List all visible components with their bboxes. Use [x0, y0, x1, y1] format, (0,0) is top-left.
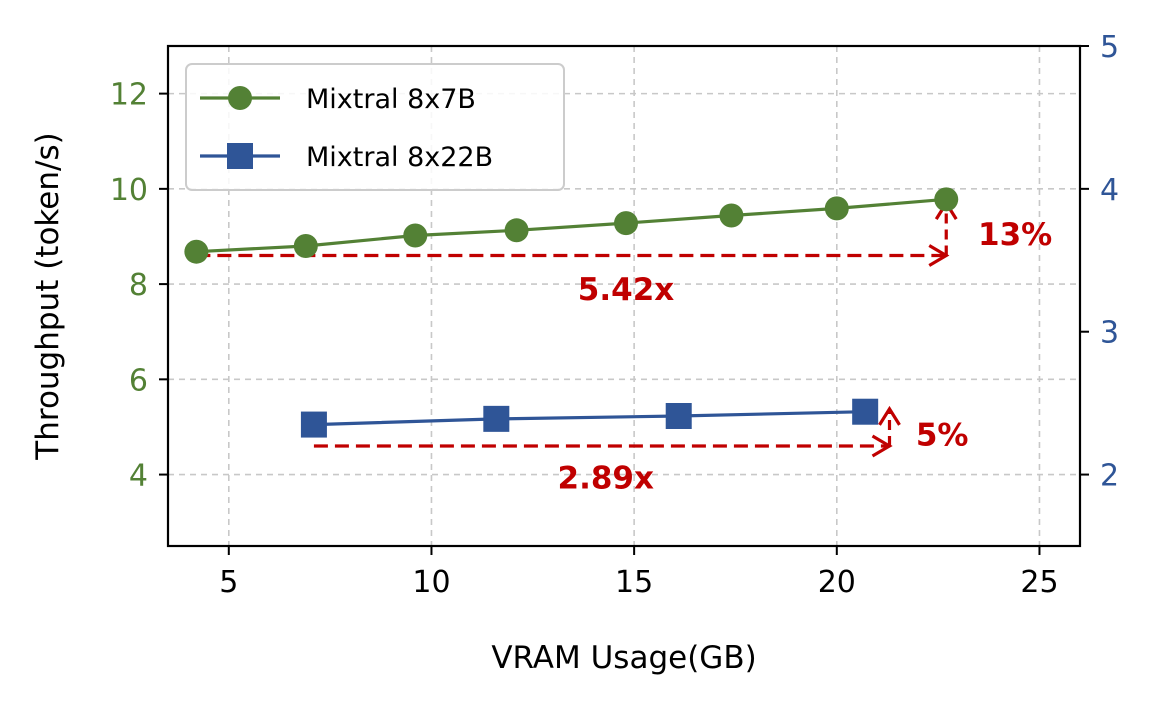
- legend-label: Mixtral 8x7B: [306, 84, 476, 115]
- data-point: [504, 218, 529, 243]
- y-tick-label: 6: [129, 363, 148, 398]
- y-tick-label: 12: [110, 78, 148, 113]
- annotation-label: 5%: [916, 418, 969, 454]
- legend-marker: [228, 86, 252, 110]
- data-point: [852, 398, 879, 425]
- data-point: [293, 234, 318, 258]
- x-tick-label: 25: [1020, 565, 1058, 600]
- y-tick-label: 8: [129, 268, 148, 303]
- series-group: [184, 187, 959, 438]
- legend-box: [185, 63, 565, 191]
- data-point: [824, 196, 849, 221]
- y-tick-label: 4: [129, 459, 148, 494]
- grid-lines: [168, 46, 1080, 546]
- x-tick-label: 20: [818, 565, 856, 600]
- data-point: [719, 203, 744, 228]
- data-point: [184, 239, 209, 264]
- series-line-1: [313, 410, 866, 427]
- data-point: [300, 411, 327, 438]
- annotation-label: 13%: [978, 217, 1052, 253]
- y2-tick-label: 4: [1100, 173, 1119, 208]
- y-axis-title: Throughput (token/s): [30, 132, 66, 460]
- y-tick-label: 10: [110, 173, 148, 208]
- legend: Mixtral 8x7B Mixtral 8x22B: [185, 63, 565, 191]
- axes: 5 10 15 20 25 4 6 8 10 12 2 3 4 5: [110, 30, 1119, 600]
- x-tick-label: 10: [412, 565, 450, 600]
- series-line-0: [196, 197, 947, 254]
- y2-tick-label: 3: [1100, 316, 1119, 351]
- legend-label: Mixtral 8x22B: [306, 142, 493, 173]
- annotation-arrow-head: [878, 405, 901, 426]
- data-point: [665, 403, 692, 429]
- data-point: [934, 187, 959, 212]
- plot-frame: [166, 44, 1082, 548]
- x-axis-title: VRAM Usage(GB): [491, 640, 756, 676]
- data-point: [483, 405, 510, 432]
- legend-marker: [227, 143, 253, 169]
- x-tick-label: 15: [615, 565, 653, 600]
- y2-tick-label: 2: [1100, 459, 1119, 494]
- annotation-labels: 5.42x 13% 2.89x 5%: [558, 217, 1053, 496]
- data-point: [614, 211, 639, 236]
- annotation-label: 2.89x: [558, 460, 654, 496]
- x-tick-label: 5: [219, 565, 238, 600]
- annotation-label: 5.42x: [578, 272, 674, 308]
- y2-tick-label: 5: [1100, 30, 1119, 65]
- data-point: [403, 223, 428, 248]
